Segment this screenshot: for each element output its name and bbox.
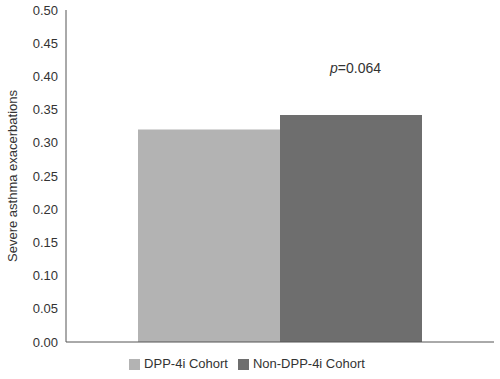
svg-text:0.05: 0.05 bbox=[33, 301, 58, 316]
svg-text:0.10: 0.10 bbox=[33, 268, 58, 283]
svg-text:0.20: 0.20 bbox=[33, 202, 58, 217]
svg-text:0.00: 0.00 bbox=[33, 335, 58, 350]
svg-text:0.40: 0.40 bbox=[33, 69, 58, 84]
svg-text:0.30: 0.30 bbox=[33, 135, 58, 150]
svg-text:0.35: 0.35 bbox=[33, 102, 58, 117]
svg-text:0.45: 0.45 bbox=[33, 36, 58, 51]
svg-text:0.25: 0.25 bbox=[33, 169, 58, 184]
html-text:DPP-4i Cohort: DPP-4i Cohort bbox=[144, 356, 228, 371]
svg-text:Severe asthma exacerbations: Severe asthma exacerbations bbox=[8, 90, 20, 262]
html-text:p =0.064: p =0.064 bbox=[330, 60, 381, 76]
html-text:Non-DPP-4i Cohort: Non-DPP-4i Cohort bbox=[252, 356, 365, 371]
svg-text:0.15: 0.15 bbox=[33, 235, 58, 250]
svg-text:0.50: 0.50 bbox=[33, 3, 58, 18]
